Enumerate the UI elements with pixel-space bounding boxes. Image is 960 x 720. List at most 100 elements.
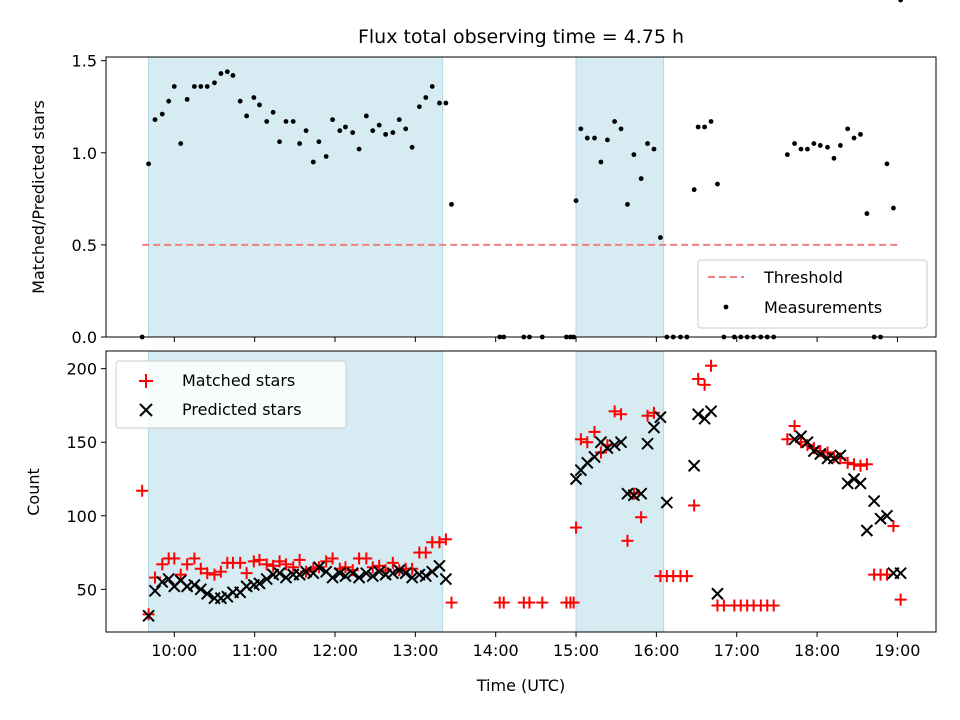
top-axes-frame — [105, 56, 937, 338]
measurement-point — [198, 84, 204, 89]
matched-star-point — [641, 409, 654, 422]
chart-title: Flux total observing time = 4.75 h — [358, 26, 684, 48]
x-tick-label: 11:00 — [232, 641, 278, 660]
predicted-star-point — [660, 496, 674, 509]
measurement-point — [224, 69, 230, 75]
measurement-point — [625, 201, 630, 207]
measurement-point — [898, 0, 904, 3]
predicted-star-point — [704, 405, 718, 418]
matched-star-point — [214, 565, 227, 578]
matched-star-point — [567, 596, 580, 609]
measurement-point — [356, 146, 362, 152]
matched-star-point — [621, 534, 634, 547]
measurement-point — [645, 141, 650, 146]
measurement-point — [330, 117, 335, 123]
matched-star-point — [615, 408, 628, 421]
matched-star-point — [260, 558, 273, 571]
measurement-point — [323, 154, 329, 159]
measurement-point — [651, 146, 657, 152]
x-tick-label: 14:00 — [473, 641, 519, 660]
bottom-shaded-region-1 — [575, 350, 665, 633]
matched-star-point — [287, 561, 300, 574]
measurement-point — [171, 84, 177, 89]
matched-star-point — [854, 459, 867, 472]
top-y-ticks: 0.0 0.5 1.0 1.5 — [72, 52, 106, 347]
matched-star-point — [247, 555, 260, 568]
predicted-star-point — [569, 472, 583, 486]
measurement-point — [409, 144, 415, 150]
measurement-point — [858, 131, 863, 137]
matched-star-point — [717, 599, 730, 612]
measurement-point — [396, 117, 402, 123]
bottom-x-ticks: 10:00 11:00 12:00 13:00 14:00 15:00 16:00 17:00… — [151, 632, 920, 660]
matched-star-point — [174, 568, 187, 581]
matched-star-point — [821, 446, 834, 459]
predicted-star-point — [788, 433, 801, 446]
predicted-star-point — [807, 444, 821, 458]
measurement-point — [631, 152, 637, 158]
measurement-point — [423, 95, 429, 100]
matched-star-point — [635, 511, 648, 524]
predicted-star-point — [854, 477, 867, 490]
predicted-star-point — [148, 584, 162, 598]
measurement-point — [891, 205, 896, 211]
measurement-point — [604, 137, 610, 143]
legend-threshold-label: Threshold — [763, 268, 843, 287]
predicted-star-point — [867, 494, 881, 508]
predicted-star-point — [874, 512, 887, 525]
measurement-point — [845, 126, 851, 132]
measurement-point — [363, 113, 369, 119]
predicted-star-point — [273, 566, 286, 580]
x-tick-label: 12:00 — [312, 641, 358, 660]
measurement-point — [715, 181, 720, 187]
predicted-star-point — [405, 571, 419, 584]
x-tick-label: 13:00 — [392, 641, 438, 660]
measurement-point — [184, 96, 190, 102]
matched-star-point — [574, 433, 587, 446]
measurement-point — [343, 124, 348, 130]
bottom-y-tick-label: 100 — [66, 507, 97, 526]
measurement-point — [290, 119, 296, 124]
matched-star-point — [767, 599, 780, 612]
measurement-point — [805, 146, 810, 152]
matched-star-point — [339, 561, 352, 574]
matched-star-point — [894, 593, 907, 606]
measurement-point — [370, 128, 376, 134]
measurement-point — [337, 128, 343, 134]
predicted-star-point — [814, 447, 827, 461]
predicted-star-point — [201, 587, 214, 600]
measurement-point — [598, 159, 604, 165]
measurement-points — [139, 0, 904, 340]
predicted-star-point — [260, 572, 273, 586]
x-tick-label: 19:00 — [874, 641, 920, 660]
predicted-star-point — [433, 559, 446, 573]
legend-measurements-label: Measurements — [764, 298, 882, 317]
matched-star-point — [860, 458, 873, 471]
matched-star-point — [136, 484, 149, 497]
matched-star-point — [320, 555, 333, 568]
measurement-point — [152, 117, 158, 123]
predicted-star-point — [346, 566, 359, 580]
predicted-star-point — [156, 575, 169, 589]
matched-star-point — [386, 556, 399, 569]
matched-star-point — [439, 533, 452, 546]
legend-matched-swatch — [139, 374, 153, 388]
predicted-star-point — [293, 568, 306, 581]
bottom-y-axis-label: Count — [24, 468, 43, 516]
bottom-panel: 10:00 11:00 12:00 13:00 14:00 15:00 16:00 17:00… — [24, 350, 937, 695]
predicted-star-point — [691, 408, 705, 421]
matched-star-point — [705, 359, 718, 372]
matched-star-point — [536, 596, 549, 609]
predicted-star-point — [834, 449, 847, 462]
measurement-point — [638, 176, 644, 181]
matched-star-point — [570, 521, 583, 534]
measurement-point — [618, 126, 624, 132]
measurement-point — [784, 152, 790, 158]
measurement-point — [230, 73, 236, 78]
bottom-y-tick-label: 50 — [77, 580, 97, 599]
top-shaded-region-1 — [575, 56, 665, 338]
top-legend: Threshold Measurements — [697, 259, 928, 329]
matched-star-point — [647, 406, 660, 419]
measurement-point — [204, 84, 210, 89]
